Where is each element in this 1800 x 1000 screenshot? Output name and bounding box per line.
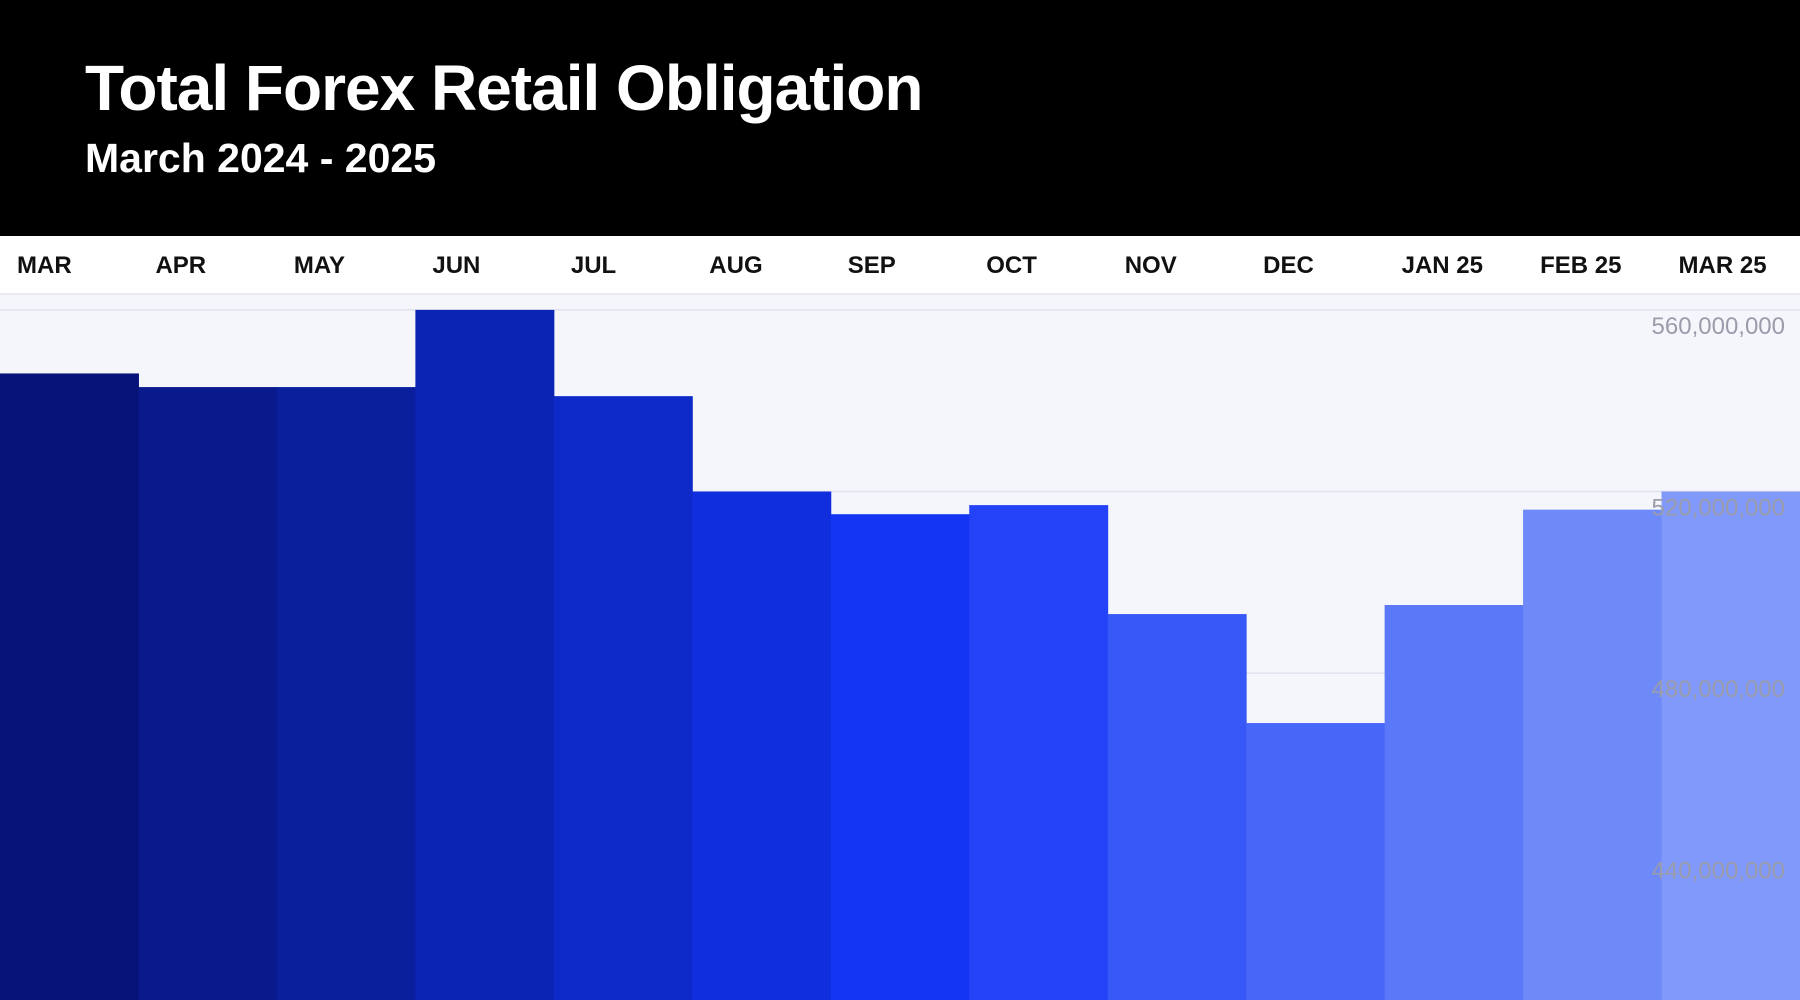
month-label-may: MAY <box>294 252 345 279</box>
bar-jan-25 <box>1384 605 1524 1000</box>
month-label-mar-25: MAR 25 <box>1679 252 1767 279</box>
month-label-dec: DEC <box>1263 252 1314 279</box>
bar-dec <box>1246 723 1386 1000</box>
month-label-jul: JUL <box>571 252 616 279</box>
month-label-feb-25: FEB 25 <box>1540 252 1621 279</box>
ytick-label-0: 440,000,000 <box>1652 858 1785 885</box>
bar-feb-25 <box>1523 509 1663 1000</box>
bar-jul <box>553 396 693 1000</box>
chart-header: Total Forex Retail Obligation March 2024… <box>0 0 1800 236</box>
month-label-jan-25: JAN 25 <box>1402 252 1483 279</box>
ytick-label-1: 480,000,000 <box>1652 676 1785 703</box>
month-label-aug: AUG <box>709 252 762 279</box>
month-label-band <box>0 236 1800 294</box>
bar-may <box>276 387 416 1000</box>
month-label-mar: MAR <box>17 252 72 279</box>
bar-oct <box>969 505 1109 1000</box>
month-label-sep: SEP <box>848 252 896 279</box>
bar-mar-25 <box>1661 491 1800 1000</box>
bar-jun <box>415 309 555 1000</box>
bar-chart: MAR APR MAY JUN JUL AUG SEP OCT NOV DEC JAN 25 FEB … <box>0 236 1800 1000</box>
bar-apr <box>138 387 278 1000</box>
ytick-label-2: 520,000,000 <box>1652 494 1785 521</box>
chart-title: Total Forex Retail Obligation <box>85 52 923 124</box>
chart-area: MAR APR MAY JUN JUL AUG SEP OCT NOV DEC JAN 25 FEB … <box>0 236 1800 1000</box>
month-label-apr: APR <box>155 252 206 279</box>
bar-mar <box>0 373 139 1000</box>
month-label-nov: NOV <box>1125 252 1177 279</box>
month-label-jun: JUN <box>432 252 480 279</box>
ytick-label-3: 560,000,000 <box>1652 313 1785 340</box>
bar-aug <box>692 491 832 1000</box>
month-label-oct: OCT <box>986 252 1037 279</box>
bar-sep <box>830 514 970 1000</box>
chart-subtitle: March 2024 - 2025 <box>85 135 437 181</box>
bar-nov <box>1107 614 1247 1000</box>
